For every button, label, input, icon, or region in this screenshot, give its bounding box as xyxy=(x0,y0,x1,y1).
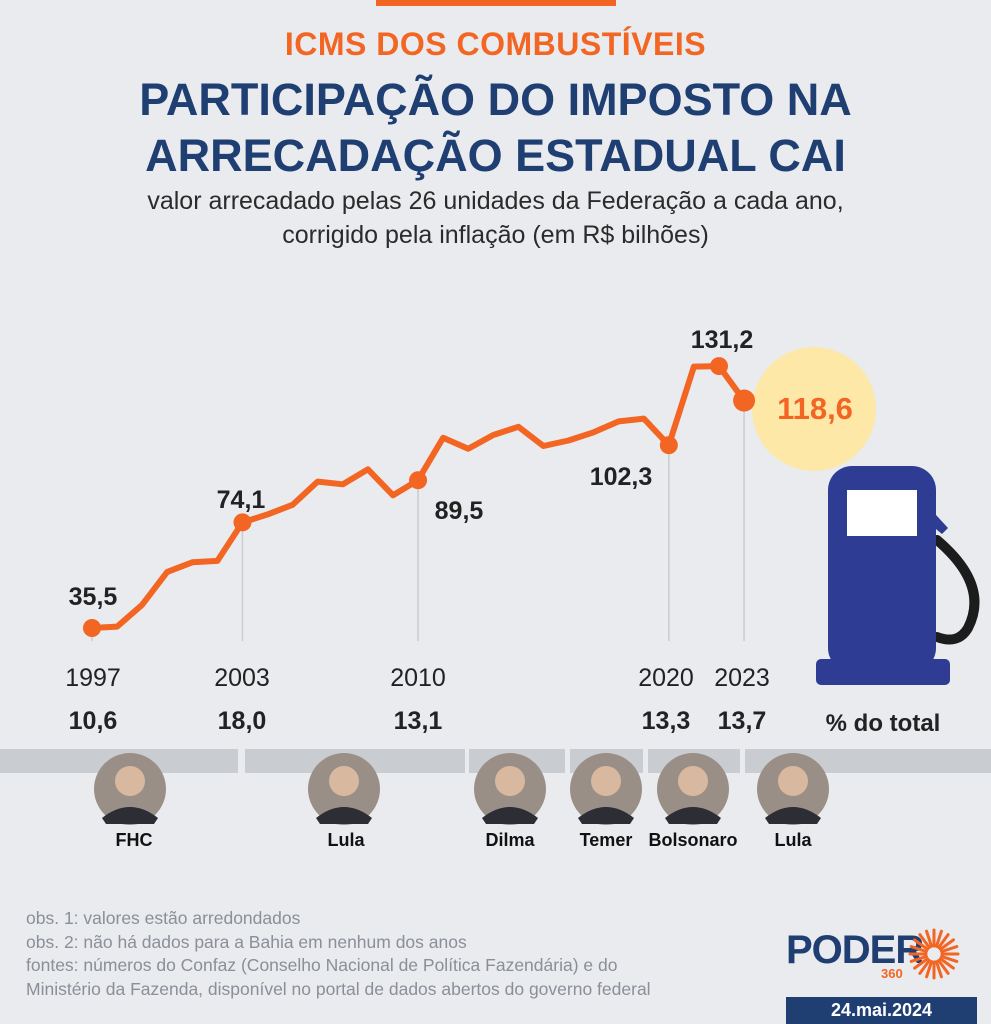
x-tick-2020: 2020 xyxy=(638,664,694,692)
sunburst-icon xyxy=(908,928,960,980)
pump-base xyxy=(816,659,950,685)
publish-date: 24.mai.2024 xyxy=(786,997,977,1024)
sunburst-ray xyxy=(940,945,959,954)
subtitle-line-2: corrigido pela inflação (em R$ bilhões) xyxy=(282,221,709,249)
president-suit-5 xyxy=(765,807,821,824)
share-label: % do total xyxy=(826,710,941,737)
data-point-2010 xyxy=(409,471,428,490)
president-suit-2 xyxy=(482,807,538,824)
pump-screen xyxy=(847,490,917,536)
data-label-2003: 74,1 xyxy=(217,486,266,514)
president-face-3 xyxy=(591,766,621,796)
brand-number: 360 xyxy=(881,966,903,981)
president-suit-0 xyxy=(102,807,158,824)
president-face-0 xyxy=(115,766,145,796)
subtitle-line-1: valor arrecadado pelas 26 unidades da Fe… xyxy=(147,187,844,215)
x-tick-2023: 2023 xyxy=(714,664,770,692)
president-name-3: Temer xyxy=(580,830,633,850)
title-line-2: ARRECADAÇÃO ESTADUAL CAI xyxy=(145,130,846,181)
x-tick-2010: 2010 xyxy=(390,664,446,692)
brand-word: PODER xyxy=(786,928,924,972)
footnote-4: Ministério da Fazenda, disponível no por… xyxy=(26,978,651,999)
x-tick-1997: 1997 xyxy=(65,664,121,692)
sunburst-ray xyxy=(909,945,928,954)
share-value-2023: 13,7 xyxy=(718,707,767,735)
sunburst-ray xyxy=(934,929,943,948)
president-suit-3 xyxy=(578,807,634,824)
data-label-2020: 102,3 xyxy=(590,463,653,491)
sunburst-ray xyxy=(937,933,950,950)
president-face-5 xyxy=(778,766,808,796)
kicker: ICMS DOS COMBUSTÍVEIS xyxy=(284,26,707,62)
sunburst-ray xyxy=(934,960,943,979)
sunburst-ray xyxy=(938,938,955,951)
pump-hose xyxy=(932,535,980,645)
chart-svg: 35,5 74,1 89,5 102,3 131,2 118,6 1997 10,6 2003 1… xyxy=(0,326,991,850)
sunburst-ray xyxy=(925,960,934,979)
sunburst-ray xyxy=(940,954,959,963)
brand-logo: PODER 360 xyxy=(786,928,960,981)
president-name-4: Bolsonaro xyxy=(648,830,737,850)
data-point-2023 xyxy=(733,389,756,412)
share-value-2010: 13,1 xyxy=(394,707,443,735)
sunburst-ray xyxy=(909,954,928,963)
footnote-2: obs. 2: não há dados para a Bahia em nen… xyxy=(26,931,467,952)
share-value-1997: 10,6 xyxy=(69,707,118,735)
data-label-2010: 89,5 xyxy=(435,497,484,525)
data-label-2022: 131,2 xyxy=(691,326,754,354)
president-face-4 xyxy=(678,766,708,796)
x-tick-2003: 2003 xyxy=(214,664,270,692)
sunburst-ray xyxy=(918,933,931,950)
data-point-2003 xyxy=(233,513,252,532)
footnote-3: fontes: números do Confaz (Conselho Naci… xyxy=(26,955,618,975)
sunburst-ray xyxy=(918,958,931,975)
data-label-1997: 35,5 xyxy=(69,583,118,611)
president-face-1 xyxy=(329,766,359,796)
sunburst-ray xyxy=(938,957,955,970)
president-name-5: Lula xyxy=(774,830,812,850)
sunburst-ray xyxy=(937,958,950,975)
president-name-1: Lula xyxy=(327,830,365,850)
president-face-2 xyxy=(495,766,525,796)
title-line-1: PARTICIPAÇÃO DO IMPOSTO NA xyxy=(139,74,852,125)
data-point-2020 xyxy=(659,436,678,455)
footnotes: obs. 1: valores estão arredondados obs. … xyxy=(26,907,651,1001)
sunburst-ray xyxy=(925,929,934,948)
data-point-1997 xyxy=(83,619,101,637)
president-suit-1 xyxy=(316,807,372,824)
chart-title: PARTICIPAÇÃO DO IMPOSTO NA ARRECADAÇÃO E… xyxy=(0,72,991,184)
chart-subtitle: valor arrecadado pelas 26 unidades da Fe… xyxy=(0,184,991,252)
president-name-2: Dilma xyxy=(485,830,535,850)
highlight-circle xyxy=(752,347,876,471)
data-point-2022 xyxy=(710,357,728,376)
footnote-1: obs. 1: valores estão arredondados xyxy=(26,908,301,928)
share-value-2003: 18,0 xyxy=(218,707,267,735)
top-accent-bar xyxy=(376,0,616,6)
president-name-0: FHC xyxy=(116,830,153,850)
data-label-2023: 118,6 xyxy=(777,391,853,426)
sunburst-ray xyxy=(913,957,930,970)
president-suit-4 xyxy=(665,807,721,824)
sunburst-ray xyxy=(913,938,930,951)
share-value-2020: 13,3 xyxy=(642,707,691,735)
